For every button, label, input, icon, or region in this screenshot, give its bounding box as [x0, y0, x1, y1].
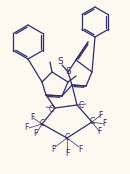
Text: C: C: [64, 133, 70, 143]
Text: F: F: [30, 113, 34, 122]
Text: F: F: [98, 110, 102, 120]
Text: F: F: [102, 120, 106, 129]
Text: F: F: [97, 126, 101, 136]
Text: C: C: [89, 117, 95, 126]
Text: C: C: [78, 101, 84, 110]
Text: S: S: [57, 57, 63, 66]
Text: F: F: [33, 129, 37, 137]
Text: C: C: [39, 120, 45, 129]
Text: F: F: [24, 124, 28, 132]
Text: F: F: [51, 145, 55, 155]
Text: F: F: [65, 149, 69, 159]
Text: F: F: [78, 145, 82, 155]
Text: C: C: [48, 105, 54, 113]
Text: S: S: [65, 68, 71, 77]
